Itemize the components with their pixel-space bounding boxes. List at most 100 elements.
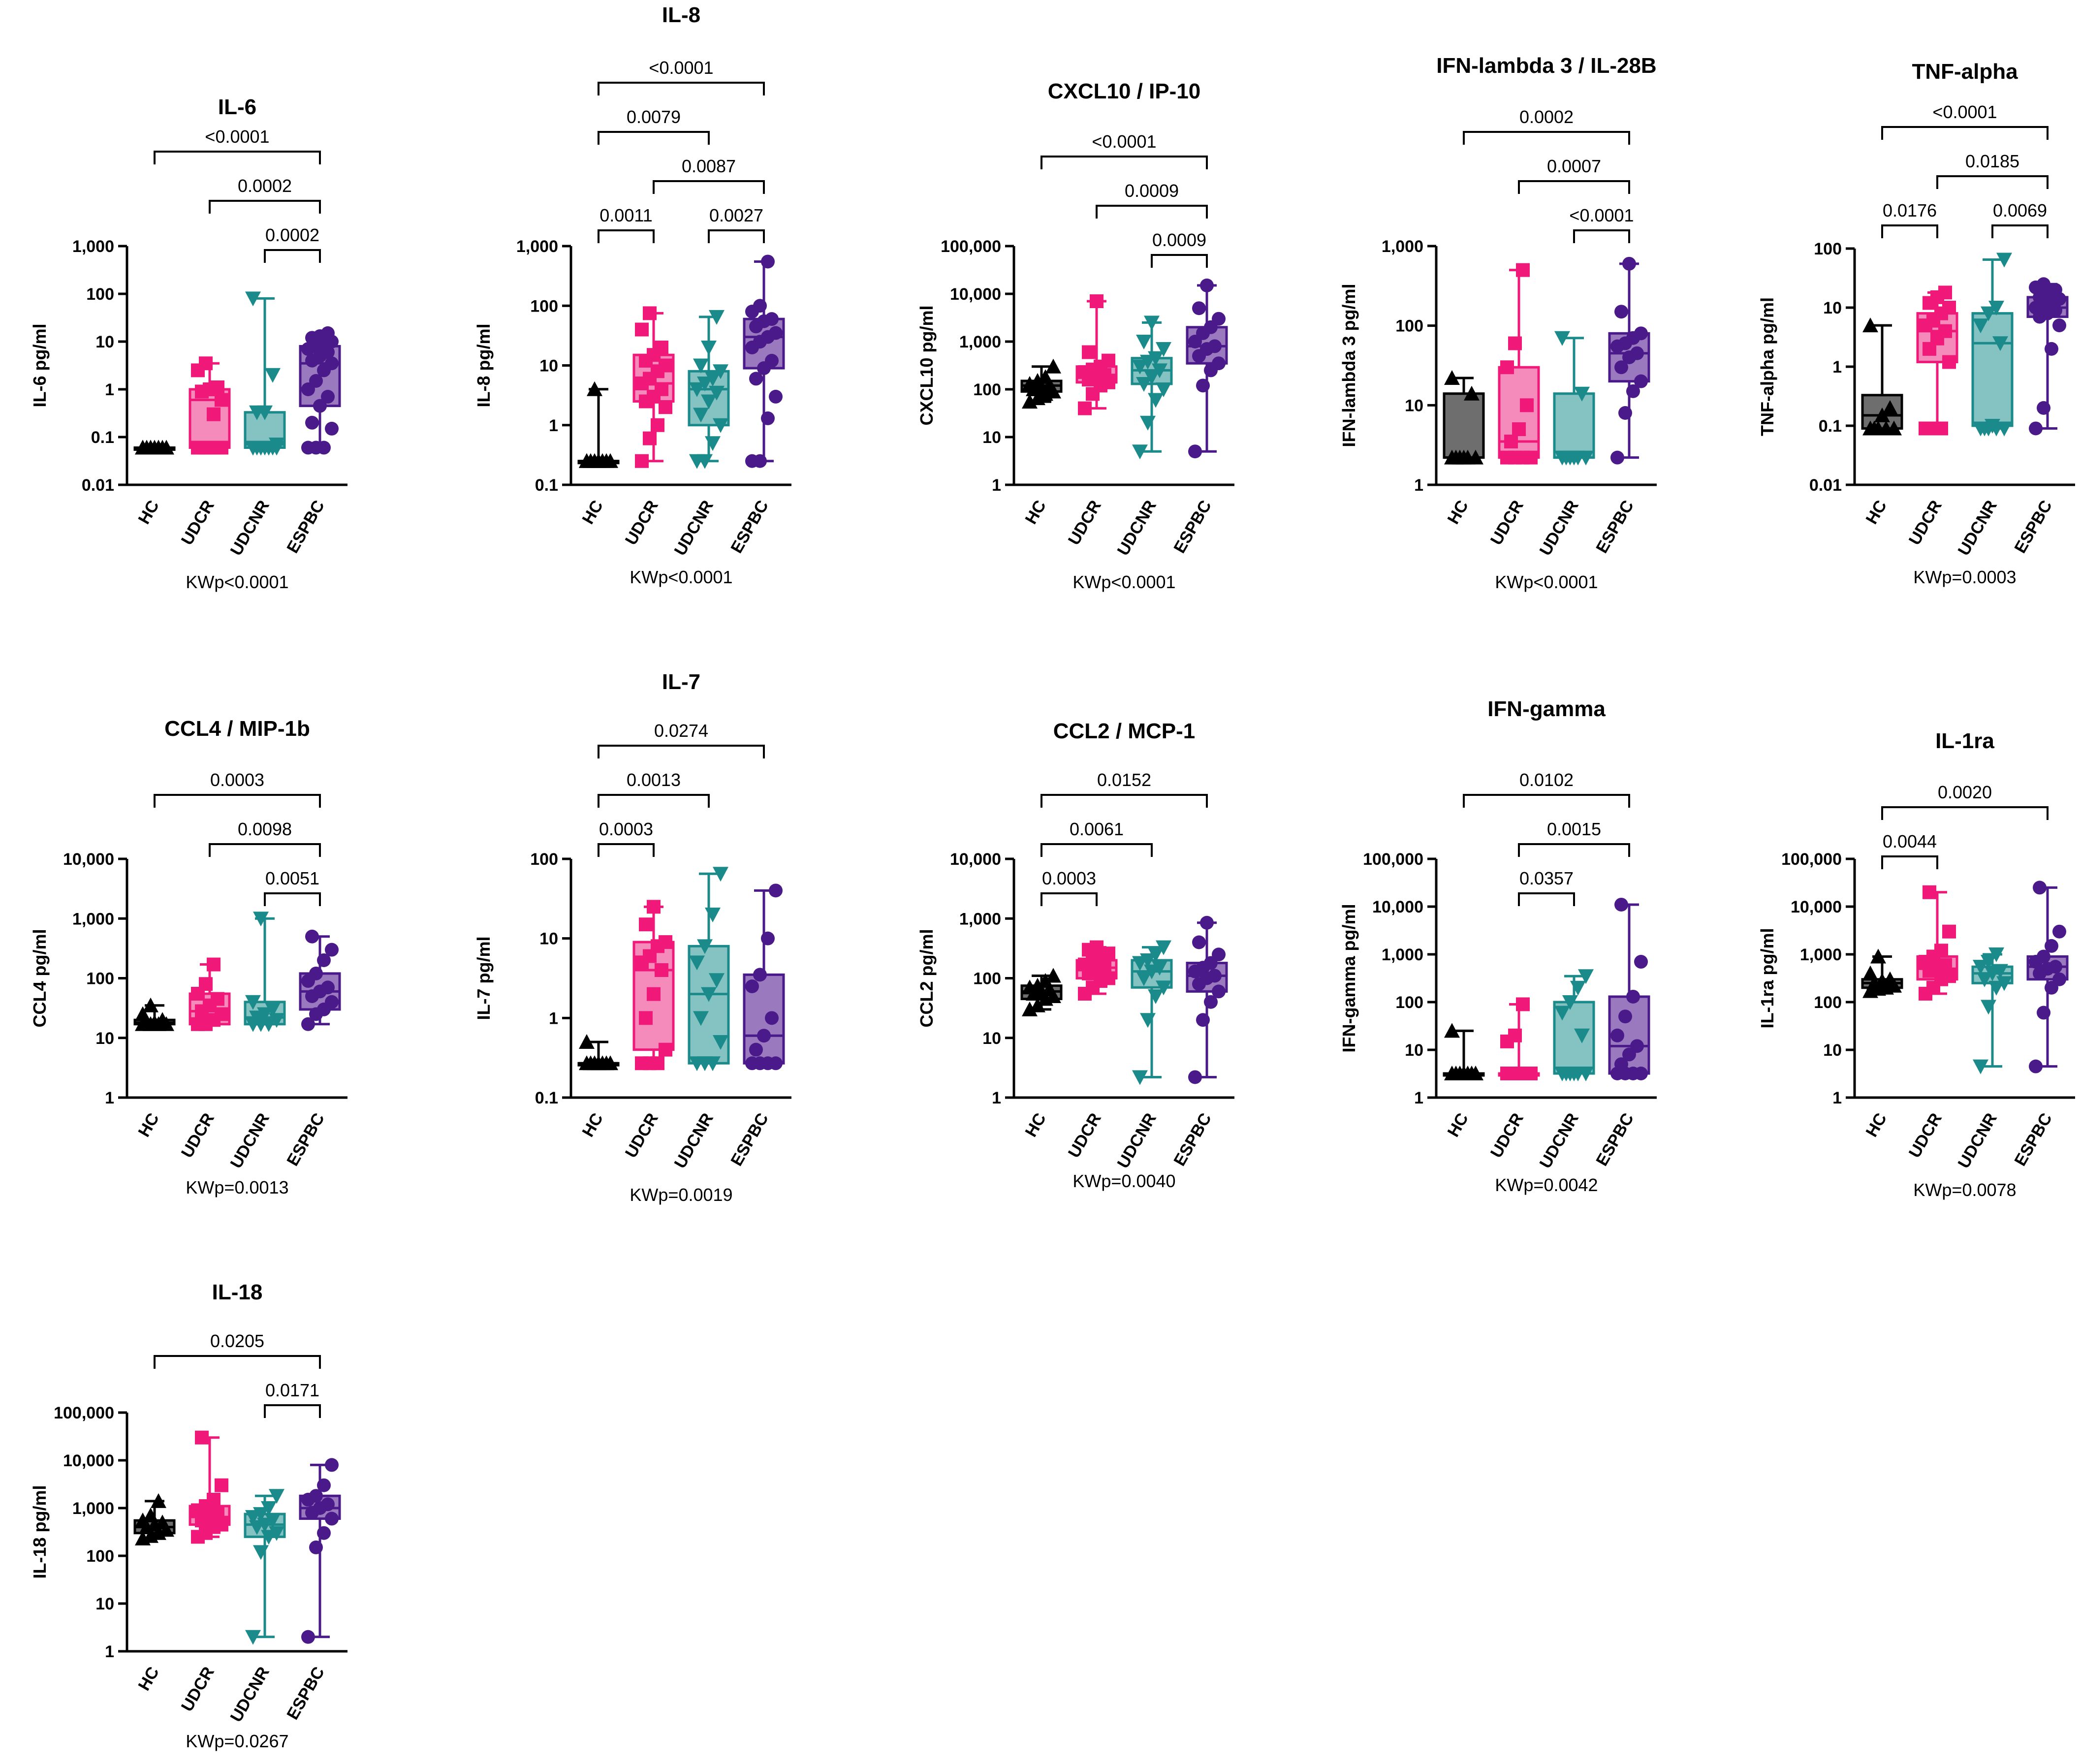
- data-point: [1996, 976, 2012, 991]
- data-point: [1566, 1067, 1582, 1082]
- x-tick-label: UDCNR: [1536, 1110, 1582, 1171]
- data-point: [309, 966, 323, 980]
- data-point: [1520, 398, 1534, 412]
- p-value-label: 0.0185: [1965, 151, 2019, 171]
- data-point: [1192, 301, 1206, 315]
- y-tick-label: 100: [86, 285, 114, 304]
- bracket-line: [1463, 131, 1630, 145]
- chart-title: IL-7: [662, 670, 700, 694]
- panel-6: 1 10 100 1,000 10,000 CCL4 pg/ml CCL4 / MIP-1b…: [30, 717, 347, 1197]
- y-axis-label: IFN-lambda 3 pg/ml: [1339, 284, 1359, 447]
- data-point: [1212, 312, 1226, 326]
- box-espbc: [743, 254, 785, 468]
- y-tick-label: 1: [105, 1642, 114, 1661]
- data-point: [211, 380, 224, 394]
- p-value-label: <0.0001: [205, 126, 269, 147]
- chart-title: IFN-gamma: [1487, 697, 1606, 721]
- y-tick-label: 10: [982, 1029, 1001, 1048]
- data-point: [659, 400, 672, 414]
- data-point: [659, 1042, 672, 1057]
- x-tick-label: UDCR: [178, 1664, 218, 1715]
- y-tick-label: 1: [1414, 476, 1423, 495]
- data-point: [709, 973, 725, 988]
- data-point: [713, 1035, 728, 1050]
- data-point: [1208, 969, 1222, 983]
- x-tick-label: UDCNR: [227, 497, 273, 559]
- x-tick-label: UDCR: [1487, 497, 1527, 548]
- data-point: [1212, 356, 1226, 371]
- data-point: [599, 453, 614, 468]
- data-point: [655, 963, 668, 977]
- y-axis-label: IL-1ra pg/ml: [1757, 928, 1777, 1028]
- data-point: [325, 1458, 339, 1472]
- data-point: [1140, 1013, 1156, 1028]
- data-point: [1988, 301, 2004, 315]
- p-value-label: 0.0002: [238, 176, 292, 196]
- data-point: [1038, 369, 1053, 384]
- data-point: [1882, 400, 1898, 415]
- x-tick-label: HC: [1862, 497, 1890, 528]
- significance-bracket: 0.0009: [1096, 181, 1208, 219]
- data-point: [2052, 924, 2066, 939]
- data-point: [705, 908, 721, 923]
- panel-11: 1 10 100 1,000 10,000 100,000 IL-18 pg/ml IL-18…: [30, 1280, 347, 1751]
- data-point: [1574, 1028, 1590, 1043]
- kruskal-wallis-label: KWp=0.0040: [1072, 1171, 1175, 1191]
- data-point: [211, 1506, 224, 1520]
- p-value-label: 0.0171: [265, 1380, 319, 1400]
- data-point: [765, 1011, 779, 1025]
- data-point: [269, 1526, 284, 1541]
- data-point: [211, 992, 224, 1006]
- p-value-label: 0.0051: [265, 868, 319, 888]
- bracket-line: [264, 892, 321, 906]
- data-point: [2049, 283, 2062, 297]
- data-point: [1938, 324, 1952, 338]
- y-tick-label: 1: [1414, 1089, 1423, 1107]
- x-tick-label: HC: [1021, 1110, 1049, 1140]
- data-point: [693, 358, 709, 374]
- bracket-line: [1040, 892, 1098, 906]
- bracket-line: [598, 131, 710, 145]
- chart-title: IL-8: [662, 3, 700, 27]
- data-point: [253, 912, 269, 927]
- box-udcnr: [244, 912, 286, 1032]
- box-espbc: [1186, 278, 1228, 459]
- data-point: [1614, 305, 1628, 319]
- data-point: [215, 1517, 228, 1532]
- bracket-line: [1881, 855, 1938, 869]
- data-point: [659, 935, 672, 949]
- p-value-label: <0.0001: [1092, 131, 1156, 152]
- panel-3: 1 10 100 1,000 10,000 100,000 CXCL10 pg/ml CXCL…: [916, 79, 1234, 592]
- box-espbc: [1608, 897, 1650, 1081]
- chart-title: TNF-alpha: [1912, 60, 2018, 84]
- data-point: [265, 368, 281, 383]
- data-point: [1938, 285, 1952, 300]
- box-udcr: [632, 900, 675, 1071]
- data-point: [1942, 301, 1956, 315]
- chart-title: CCL2 / MCP-1: [1053, 719, 1195, 743]
- data-point: [659, 358, 672, 373]
- bracket-line: [598, 82, 765, 95]
- data-point: [317, 953, 331, 968]
- bracket-line: [154, 794, 321, 808]
- bracket-line: [1991, 224, 2049, 238]
- y-tick-label: 1: [1832, 358, 1842, 377]
- bracket-line: [1881, 806, 2049, 820]
- p-value-label: 0.0007: [1547, 156, 1601, 176]
- data-point: [1030, 390, 1045, 406]
- box-udcnr: [1131, 940, 1173, 1085]
- bracket-line: [598, 229, 655, 243]
- data-point: [207, 407, 221, 421]
- data-point: [1140, 415, 1156, 431]
- data-point: [1444, 370, 1460, 385]
- data-point: [1030, 977, 1045, 993]
- box-udcr: [1916, 885, 1958, 1001]
- data-point: [2037, 1006, 2050, 1020]
- data-point: [1610, 450, 1624, 465]
- y-axis-label: IL-8 pg/ml: [473, 324, 494, 408]
- box-hc: [577, 381, 620, 468]
- p-value-label: 0.0002: [265, 225, 319, 245]
- data-point: [1212, 984, 1226, 999]
- p-value-label: 0.0274: [654, 721, 708, 741]
- data-point: [713, 364, 728, 379]
